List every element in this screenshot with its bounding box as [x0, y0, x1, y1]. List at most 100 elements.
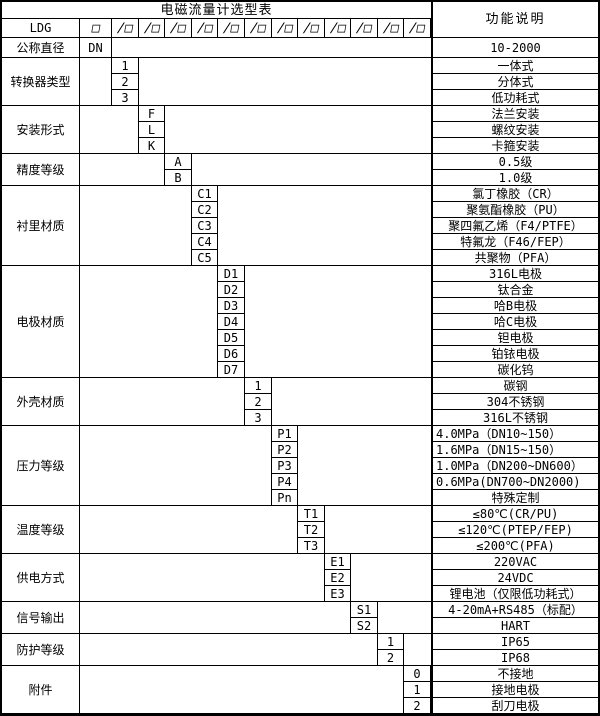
option-code: A [165, 154, 192, 170]
box-symbol: /□ [301, 20, 321, 36]
group-divider [2, 57, 598, 58]
diameter-code: DN [80, 38, 112, 58]
spacer-cell [80, 106, 139, 154]
spacer-cell [80, 154, 165, 186]
option-description: 不接地 [433, 666, 598, 682]
option-description: 0.6MPa(DN700~DN2000) [433, 474, 598, 490]
option-description: 聚氨酯橡胶（PU） [433, 202, 598, 218]
option-code: D5 [218, 330, 245, 346]
group-divider [2, 633, 598, 634]
option-description: 分体式 [433, 74, 598, 90]
option-code: D2 [218, 282, 245, 298]
group-divider [2, 505, 598, 506]
option-code: T3 [298, 538, 325, 554]
spacer-cell [80, 266, 218, 378]
box-symbol: /□ [407, 20, 427, 36]
option-description: 卡箍安装 [433, 138, 598, 154]
option-code: P1 [272, 426, 298, 442]
spacer-cell [80, 58, 112, 106]
option-code: K [139, 138, 165, 154]
option-description: 共聚物（PFA） [433, 250, 598, 266]
model-prefix: LDG [2, 19, 80, 38]
category-label: 电极材质 [2, 266, 80, 378]
spacer-cell [80, 426, 272, 506]
group-divider [2, 553, 598, 554]
option-code: E1 [325, 554, 351, 570]
category-label: 供电方式 [2, 554, 80, 602]
category-label: 转换器类型 [2, 58, 80, 106]
option-description: 1.0MPa（DN200~DN600） [433, 458, 598, 474]
option-description: 铂铱电极 [433, 346, 598, 362]
column-divider [431, 2, 433, 714]
option-description: 螺纹安装 [433, 122, 598, 138]
spacer-cell [80, 378, 245, 426]
box-symbol: /□ [142, 20, 161, 36]
option-description: 碳化钨 [433, 362, 598, 378]
model-code-box: /□ [218, 19, 245, 38]
model-code-box: /□ [325, 19, 351, 38]
option-code: L [139, 122, 165, 138]
option-code: D3 [218, 298, 245, 314]
option-description: ≤80℃(CR/PU) [433, 506, 598, 522]
spacer-cell [80, 554, 325, 602]
option-description: 4-20mA+RS485（标配） [433, 602, 598, 618]
model-code-box: /□ [192, 19, 218, 38]
category-label-diameter: 公称直径 [2, 38, 80, 58]
model-code-box: /□ [404, 19, 431, 38]
category-label: 信号输出 [2, 602, 80, 634]
group-divider [2, 105, 598, 106]
option-description: 316L不锈钢 [433, 410, 598, 426]
option-code: 3 [112, 90, 139, 106]
option-code: T1 [298, 506, 325, 522]
option-description: 1.6MPa（DN15~150） [433, 442, 598, 458]
group-divider [2, 713, 598, 714]
model-code-box: /□ [165, 19, 192, 38]
option-code: S2 [351, 618, 378, 634]
model-code-box: /□ [351, 19, 378, 38]
option-description: 钛合金 [433, 282, 598, 298]
model-code-box-first: □ [80, 19, 112, 38]
spacer-cell [80, 186, 192, 266]
spacer-cell [80, 602, 351, 634]
box-symbol: /□ [115, 20, 135, 36]
option-code: 0 [404, 666, 431, 682]
option-description: 钽电极 [433, 330, 598, 346]
box-symbol: /□ [328, 20, 347, 36]
option-code: D7 [218, 362, 245, 378]
option-code: 1 [245, 378, 272, 394]
option-description: 刮刀电极 [433, 698, 598, 714]
option-code: F [139, 106, 165, 122]
option-description: HART [433, 618, 598, 634]
box-symbol: /□ [275, 20, 294, 36]
option-code: P2 [272, 442, 298, 458]
category-label: 附件 [2, 666, 80, 714]
group-divider [2, 377, 598, 378]
option-description: 316L电极 [433, 266, 598, 282]
option-code: D6 [218, 346, 245, 362]
option-description: 接地电极 [433, 682, 598, 698]
spacer-cell [80, 634, 378, 666]
option-code: C5 [192, 250, 218, 266]
option-description: 1.0级 [433, 170, 598, 186]
option-description: 法兰安装 [433, 106, 598, 122]
option-code: B [165, 170, 192, 186]
model-code-box: /□ [139, 19, 165, 38]
option-description: 特氟龙（F46/FEP） [433, 234, 598, 250]
option-description: 低功耗式 [433, 90, 598, 106]
option-description: 4.0MPa（DN10~150） [433, 426, 598, 442]
model-code-box: /□ [112, 19, 139, 38]
option-description: 特殊定制 [433, 490, 598, 506]
option-code: P4 [272, 474, 298, 490]
spacer-cell [80, 506, 298, 554]
option-code: C3 [192, 218, 218, 234]
option-code: 2 [112, 74, 139, 90]
group-divider [2, 601, 598, 602]
option-code: S1 [351, 602, 378, 618]
box-symbol: /□ [221, 20, 241, 36]
option-description: 24VDC [433, 570, 598, 586]
option-code: 3 [245, 410, 272, 426]
option-code: T2 [298, 522, 325, 538]
option-code: 1 [404, 682, 431, 698]
option-description: 聚四氟乙烯（F4/PTFE） [433, 218, 598, 234]
